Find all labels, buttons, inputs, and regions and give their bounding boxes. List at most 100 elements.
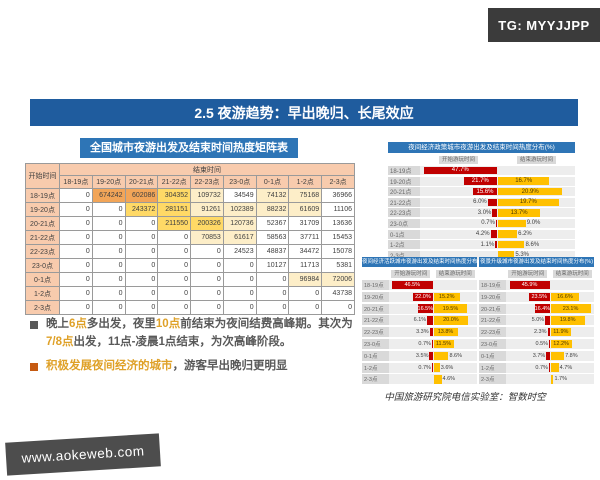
matrix-cell: 0 (124, 272, 159, 287)
start-bar: 16.4% (534, 304, 551, 313)
end-bar-zone (498, 166, 575, 175)
matrix-row-header: 0-1点 (25, 272, 60, 287)
start-bar: 22.0% (413, 292, 433, 301)
chart-category-label: 22-23点 (479, 327, 506, 338)
end-bar (498, 240, 525, 249)
bullet-square-icon (30, 362, 38, 371)
end-bar-zone: 3.6% (433, 363, 478, 373)
matrix-cell: 31709 (288, 216, 323, 231)
matrix-cell: 0 (157, 244, 192, 259)
chart-title: 夜景升级城市夜游出发及结束时间热度分布(%) (479, 257, 594, 267)
end-bar-zone: 11.5% (433, 339, 478, 349)
matrix-row: 22-23点 0 0 0 0 0 24523 48837 34472 15078 (25, 244, 355, 259)
end-bar: 11.9% (550, 327, 572, 337)
bullet-text: 积极发展夜间经济的城市，游客早出晚归更明显 (46, 359, 288, 372)
chart-category-label: 18-19点 (479, 280, 506, 290)
chart-row: 1-2点 1.1% 8.6% (388, 240, 575, 250)
start-bar-zone: 5.0% (506, 315, 550, 325)
matrix-cell: 102389 (222, 202, 257, 217)
matrix-col-header: 23-0点 (222, 175, 257, 189)
start-bar (492, 209, 497, 217)
matrix-cell: 0 (59, 244, 93, 259)
end-bar-zone: 20.9% (498, 187, 575, 196)
start-bar-value: 0.7% (418, 340, 431, 347)
chart-category-label: 2-3点 (362, 374, 389, 385)
end-bar-zone: 19.8% (550, 315, 595, 325)
start-bar-zone: 3.0% (420, 208, 497, 217)
start-series-header: 开始游玩时间 (391, 269, 431, 278)
chart-row: 19-20点 22.0% 15.2% (362, 291, 478, 302)
end-bar-zone: 4.7% (550, 363, 595, 373)
end-bar: 15.2% (433, 292, 460, 301)
matrix-cell: 0 (124, 300, 159, 315)
chart-category-label: 20-21点 (388, 187, 420, 197)
start-bar-value: 6.1% (413, 317, 427, 324)
matrix-cell: 211550 (157, 216, 192, 231)
start-bar-zone: 46.5% (389, 280, 433, 290)
chart-category-label: 23-0点 (479, 338, 506, 349)
matrix-col-header: 22-23点 (190, 175, 224, 189)
start-bar: 47.7% (423, 166, 497, 175)
matrix-row: 23-0点 0 0 0 0 0 0 10127 11713 5381 (25, 258, 355, 273)
matrix-cell: 0 (157, 300, 192, 315)
end-bar (433, 375, 442, 384)
matrix-cell: 0 (91, 300, 126, 315)
end-bar-zone: 13.7% (498, 208, 575, 217)
chart-category-label: 20-21点 (479, 303, 506, 314)
start-bar-zone: 4.2% (420, 230, 497, 239)
matrix-cell: 0 (59, 258, 93, 273)
end-bar-zone: 15.2% (433, 292, 478, 302)
chart-row: 20-21点 16.4% 23.1% (479, 303, 595, 314)
end-bar: 13.8% (433, 327, 458, 337)
start-bar (431, 363, 433, 372)
chart-category-label: 1-2点 (479, 362, 506, 373)
chart-row: 21-22点 6.0% 19.7% (388, 197, 575, 207)
matrix-cell: 0 (288, 286, 323, 301)
matrix-cell: 96984 (288, 272, 323, 287)
chart-title: 夜间经济活跃城市夜游出发及结束时间热度分布(%) (362, 257, 477, 267)
chart-row: 18-19点 46.5% (362, 280, 477, 290)
end-bar-value: 4.6% (442, 376, 456, 383)
matrix-cell: 52367 (255, 216, 290, 231)
matrix-row: 18-19点 0 674242 602086 304352 109732 34549 7413… (25, 188, 355, 203)
chart-row: 22-23点 3.0% 13.7% (388, 208, 575, 218)
matrix-cell: 304352 (157, 188, 192, 203)
start-bar-zone: 0.7% (506, 363, 550, 373)
end-bar-zone (551, 280, 595, 290)
matrix-cell: 61617 (222, 230, 257, 245)
matrix-cell: 11713 (288, 258, 323, 273)
start-bar-value: 0.5% (535, 340, 549, 347)
end-bar-value: 7.8% (565, 352, 578, 359)
matrix-cell: 0 (157, 258, 192, 273)
start-bar-value: 0.7% (535, 364, 548, 371)
chart-category-label: 2-3点 (388, 250, 420, 260)
chart-row: 2-3点 1.7% (479, 374, 594, 385)
matrix-cell: 70853 (190, 230, 224, 245)
start-bar: 16.5% (417, 304, 434, 313)
matrix-cell: 0 (91, 230, 126, 245)
matrix-row: 2-3点 0 0 0 0 0 0 0 0 0 (25, 300, 355, 315)
start-bar (487, 198, 497, 207)
end-series-header: 结束游玩时间 (516, 155, 556, 164)
end-bar (550, 351, 565, 360)
chart-header-row: 开始游玩时间 结束游玩时间 (362, 269, 477, 278)
matrix-cell: 15453 (321, 230, 355, 245)
matrix-cell: 36966 (321, 188, 355, 203)
chart-row: 18-19点 47.7% (388, 166, 575, 175)
chart-category-label: 0-1点 (479, 350, 506, 361)
end-bar-zone: 23.1% (550, 304, 595, 314)
chart-row: 19-20点 21.7% 16.7% (388, 176, 575, 186)
matrix-cell: 0 (59, 300, 93, 315)
start-bar (548, 363, 550, 372)
matrix-cell: 0 (59, 230, 93, 245)
start-series-header: 开始游玩时间 (508, 269, 548, 278)
matrix-cell: 109732 (190, 188, 224, 203)
end-bar: 19.7% (498, 198, 559, 207)
chart-header-row: 开始游玩时间 结束游玩时间 (479, 269, 594, 278)
chart-category-label: 22-23点 (362, 327, 389, 338)
end-bar-zone: 5.3% (498, 251, 575, 260)
matrix-cell: 0 (190, 272, 224, 287)
end-series-header: 结束游玩时间 (552, 269, 592, 278)
end-bar: 16.7% (498, 177, 550, 185)
end-bar-zone: 6.2% (498, 230, 575, 239)
